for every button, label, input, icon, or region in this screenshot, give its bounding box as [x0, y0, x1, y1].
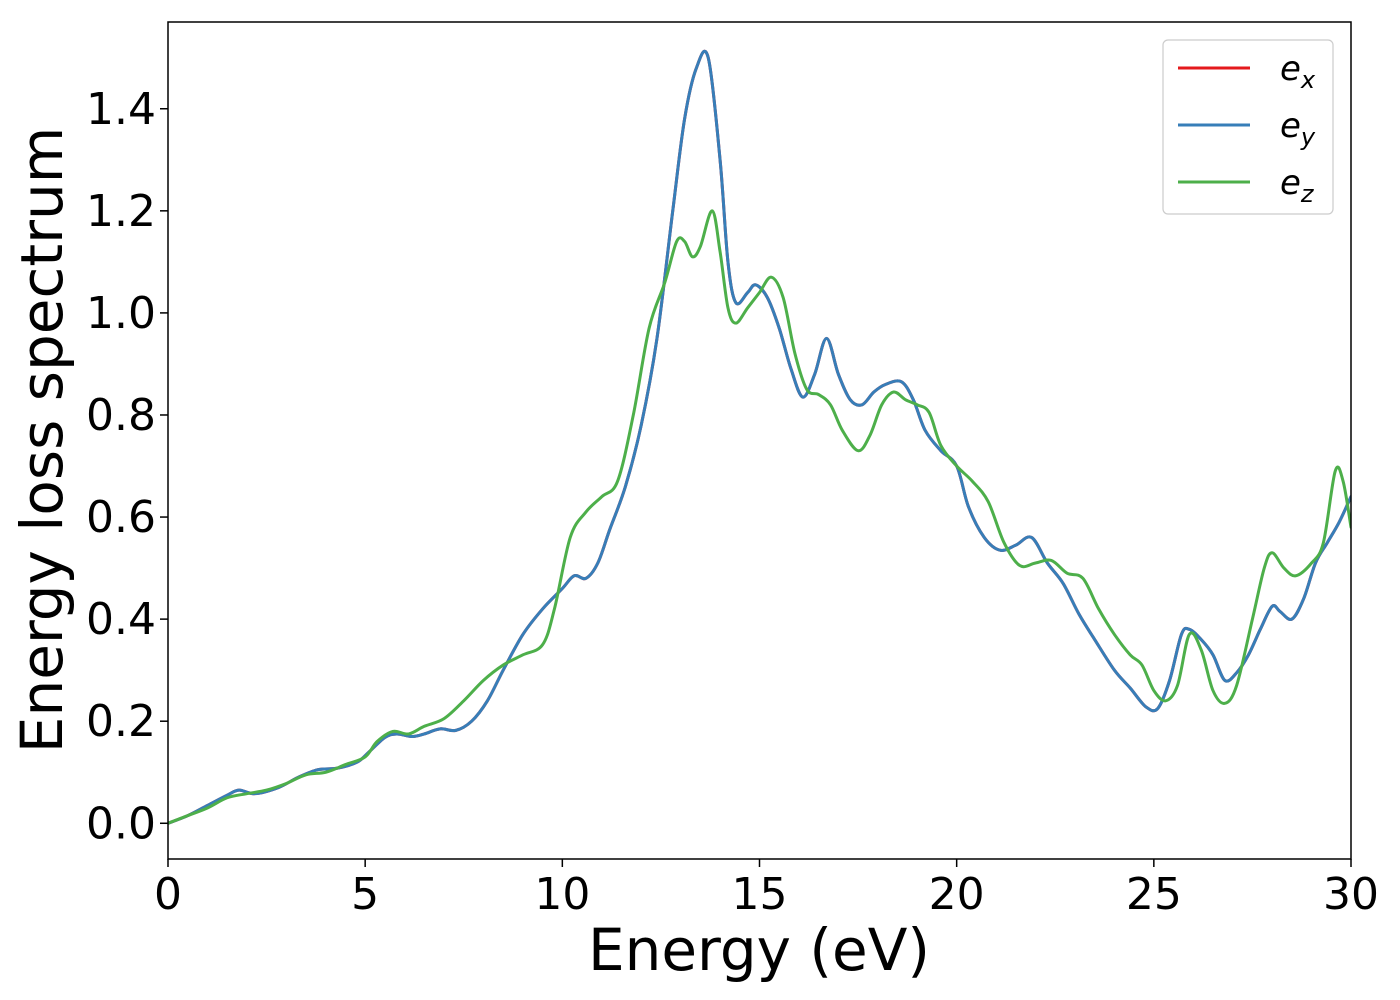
x-tick-label: 5	[351, 869, 379, 920]
y-ticks: 0.0 0.2 0.4 0.6 0.8 1.0 1.2 1.4	[86, 84, 168, 849]
y-tick-label: 0.2	[86, 696, 156, 747]
y-tick-label: 1.2	[86, 186, 156, 237]
x-tick-label: 30	[1323, 869, 1379, 920]
series-line-y	[168, 49, 1351, 825]
x-ticks: 0 5 10 15 20 25 30	[154, 859, 1379, 920]
y-tick-label: 1.0	[86, 288, 156, 339]
legend-label-y: ey	[1280, 106, 1316, 151]
legend: ex ey ez	[1162, 39, 1334, 215]
y-tick-label: 0.4	[86, 594, 156, 645]
legend-label-z: ez	[1280, 163, 1315, 208]
x-tick-label: 20	[929, 869, 985, 920]
x-tick-label: 15	[732, 869, 788, 920]
y-axis-label: Energy loss spectrum	[8, 127, 76, 753]
legend-box	[1162, 39, 1334, 215]
x-tick-label: 25	[1126, 869, 1182, 920]
x-tick-label: 10	[534, 869, 590, 920]
y-tick-label: 0.6	[86, 492, 156, 543]
legend-label-x: ex	[1280, 49, 1316, 94]
y-tick-label: 0.0	[86, 798, 156, 849]
y-tick-label: 1.4	[86, 84, 156, 135]
x-tick-label: 0	[154, 869, 182, 920]
series-line-z	[168, 209, 1351, 825]
y-tick-label: 0.8	[86, 390, 156, 441]
series-group	[168, 49, 1351, 825]
x-axis-label: Energy (eV)	[588, 916, 930, 984]
